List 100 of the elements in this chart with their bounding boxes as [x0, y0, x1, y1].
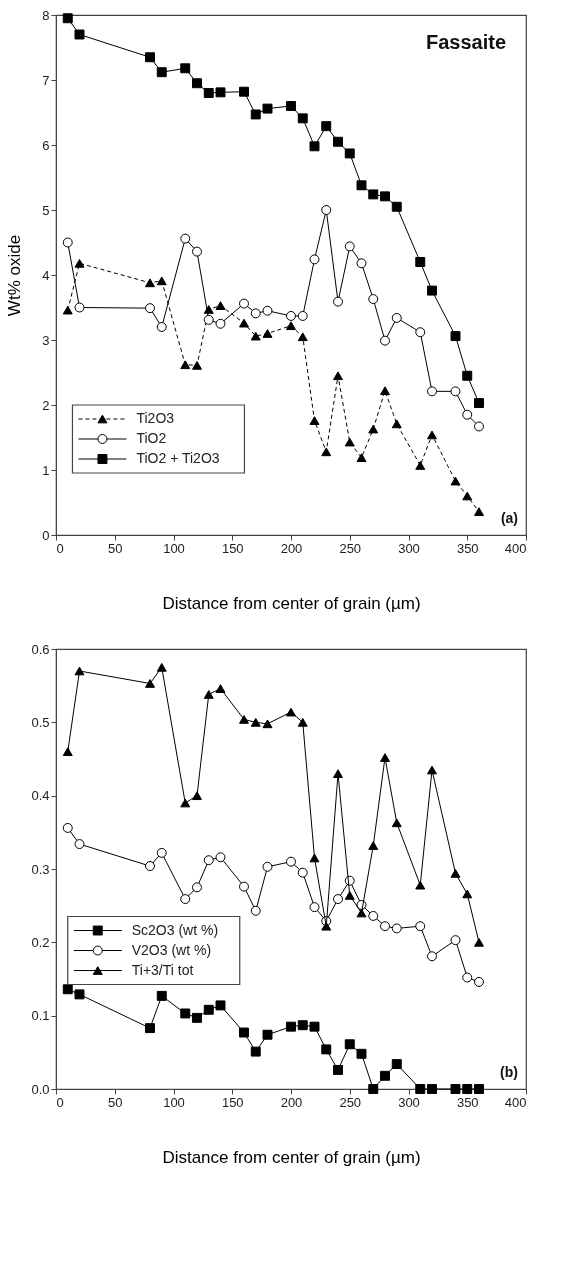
point	[309, 1021, 320, 1032]
point	[309, 416, 320, 425]
point	[415, 327, 426, 338]
point	[344, 891, 355, 900]
point	[415, 1084, 426, 1094]
point	[180, 233, 191, 244]
point	[368, 841, 379, 850]
point	[415, 257, 426, 267]
point	[215, 318, 226, 329]
y-tick-label: 0.4	[31, 788, 50, 804]
point	[192, 78, 202, 89]
point	[286, 1021, 296, 1032]
annotation: (b)	[500, 1064, 518, 1080]
annotation: (a)	[500, 510, 518, 526]
point	[239, 715, 249, 724]
point	[368, 1084, 379, 1094]
y-tick-label: 5	[42, 202, 50, 218]
point	[286, 101, 296, 111]
x-tick-label: 400	[504, 1094, 527, 1110]
point	[309, 141, 320, 152]
x-tick-label: 300	[398, 540, 420, 556]
y-tick-label: 3	[42, 332, 50, 348]
legend-label: TiO2	[136, 430, 167, 446]
point	[62, 305, 73, 315]
x-tick-label: 200	[280, 1094, 303, 1110]
point	[380, 1070, 390, 1081]
point	[297, 310, 308, 321]
point	[145, 679, 155, 688]
x-tick-label: 100	[163, 540, 185, 556]
x-tick-label: 350	[456, 540, 479, 556]
point	[474, 507, 484, 516]
point	[250, 308, 261, 319]
point	[203, 305, 214, 314]
point	[450, 869, 461, 878]
point	[203, 88, 214, 98]
legend-label: TiO2 + Ti2O3	[136, 450, 220, 466]
point	[145, 278, 155, 288]
point	[156, 847, 167, 858]
point	[74, 666, 85, 676]
point	[297, 332, 308, 342]
x-tick-label: 0	[56, 1094, 64, 1110]
point	[333, 1064, 343, 1075]
point	[380, 335, 390, 346]
point	[450, 1084, 461, 1094]
point	[427, 1084, 437, 1094]
x-axis-title: Distance from center of grain (µm)	[162, 593, 421, 613]
point	[333, 769, 343, 779]
point	[156, 322, 167, 332]
point	[156, 276, 167, 286]
point	[62, 984, 73, 995]
point	[380, 386, 390, 396]
point	[180, 798, 191, 808]
point	[391, 419, 402, 429]
point	[180, 1008, 191, 1019]
point	[474, 421, 484, 432]
x-tick-label: 250	[339, 540, 362, 556]
y-tick-label: 0.3	[31, 861, 50, 877]
point	[145, 303, 155, 314]
point	[462, 409, 473, 420]
point	[356, 1048, 367, 1059]
x-tick-label: 150	[221, 1094, 244, 1110]
point	[192, 360, 202, 370]
point	[309, 254, 320, 265]
point	[239, 881, 249, 892]
point	[145, 52, 155, 63]
point	[297, 717, 308, 727]
point	[462, 1084, 473, 1094]
point	[333, 296, 343, 307]
point	[239, 318, 249, 328]
point	[74, 839, 85, 850]
point	[215, 852, 226, 863]
point	[156, 662, 167, 672]
point	[215, 87, 226, 98]
point	[262, 1029, 273, 1040]
y-tick-label: 0	[42, 527, 50, 543]
point	[203, 690, 214, 699]
point	[74, 29, 85, 40]
point	[286, 707, 296, 717]
legend-label: Ti2O3	[136, 410, 175, 426]
point	[286, 310, 296, 321]
point	[391, 923, 402, 934]
point	[427, 285, 437, 296]
annotation: Fassaite	[425, 31, 507, 53]
point	[74, 989, 85, 1000]
x-tick-label: 50	[108, 540, 123, 556]
point	[344, 437, 355, 447]
point	[74, 258, 85, 268]
point	[415, 921, 426, 932]
x-axis-title: Distance from center of grain (µm)	[162, 1147, 421, 1167]
x-tick-label: 350	[456, 1094, 479, 1110]
point	[192, 1012, 202, 1023]
point	[309, 902, 320, 913]
point	[297, 1020, 308, 1031]
point	[62, 822, 73, 833]
y-tick-label: 2	[42, 397, 50, 413]
point	[368, 189, 379, 200]
point	[427, 430, 437, 440]
point	[321, 921, 332, 931]
y-tick-label: 0.5	[31, 714, 50, 730]
point	[321, 121, 332, 132]
